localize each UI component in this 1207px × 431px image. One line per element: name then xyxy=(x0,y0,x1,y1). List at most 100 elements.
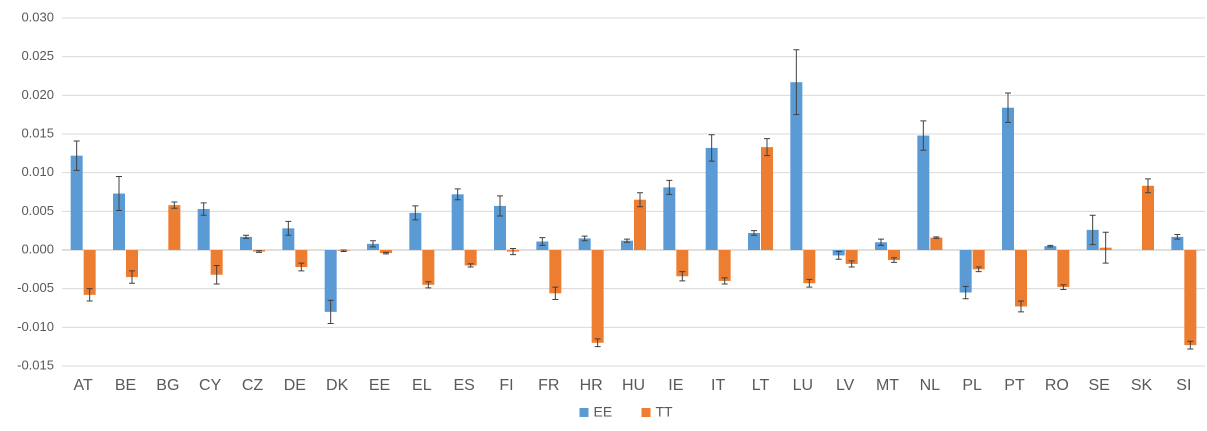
x-tick-label: HR xyxy=(580,377,603,394)
bar xyxy=(705,147,718,250)
x-tick-label: BE xyxy=(115,377,136,394)
x-tick-label: LV xyxy=(836,377,855,394)
error-bar xyxy=(721,277,728,285)
error-bar xyxy=(73,140,80,171)
error-bar xyxy=(1047,244,1054,248)
x-tick-label: DK xyxy=(326,377,349,394)
error-bar xyxy=(298,262,305,272)
error-bar xyxy=(213,264,220,285)
error-bar xyxy=(510,247,516,256)
bar xyxy=(197,209,210,250)
bar xyxy=(83,250,96,295)
x-tick-label: CZ xyxy=(242,377,264,394)
x-tick-label: BG xyxy=(156,377,179,394)
error-bar xyxy=(962,285,969,300)
bar xyxy=(663,187,676,250)
bar xyxy=(464,250,477,266)
bar xyxy=(888,250,900,261)
bar xyxy=(1142,185,1154,250)
x-tick-label: ES xyxy=(453,377,474,394)
legend-label: EE xyxy=(594,404,613,420)
bar xyxy=(1002,107,1014,250)
bar xyxy=(324,250,337,312)
x-tick-label: PL xyxy=(962,377,982,394)
error-bar xyxy=(1174,234,1181,240)
error-bar xyxy=(594,338,601,348)
legend-swatch xyxy=(579,408,589,417)
x-tick-label: SI xyxy=(1176,377,1191,394)
error-bar xyxy=(370,240,376,248)
error-bar xyxy=(1145,178,1151,194)
bar xyxy=(240,236,252,250)
error-bar xyxy=(1102,231,1109,264)
error-bar xyxy=(200,202,207,216)
error-bar xyxy=(793,49,800,116)
x-tick-label: LU xyxy=(793,377,813,394)
y-tick-label: 0.015 xyxy=(21,125,54,140)
x-tick-label: PT xyxy=(1004,377,1025,394)
y-tick-label: 0.010 xyxy=(21,164,54,179)
error-bar xyxy=(1018,300,1024,313)
error-bar xyxy=(891,257,897,263)
error-bar xyxy=(764,138,770,157)
bar xyxy=(113,193,125,250)
error-bar xyxy=(285,220,292,236)
bar xyxy=(972,250,985,270)
error-bar xyxy=(708,134,715,162)
error-bar xyxy=(835,251,842,260)
bar xyxy=(380,250,392,254)
error-bar xyxy=(679,271,686,282)
bar xyxy=(578,238,591,250)
error-bar xyxy=(327,299,334,324)
bar xyxy=(1044,246,1057,250)
bar xyxy=(790,82,803,250)
error-bar xyxy=(497,195,503,217)
error-bar xyxy=(878,238,884,246)
x-tick-label: FI xyxy=(499,377,513,394)
error-bar xyxy=(806,278,813,288)
y-tick-label: -0.015 xyxy=(17,357,54,372)
x-tick-label: FR xyxy=(538,377,559,394)
bar xyxy=(930,237,943,250)
y-tick-label: -0.010 xyxy=(17,319,54,334)
bar xyxy=(1057,250,1070,288)
bar xyxy=(917,135,930,250)
x-tick-label: NL xyxy=(920,377,941,394)
y-tick-label: 0.025 xyxy=(21,48,54,63)
bar xyxy=(126,250,138,278)
bar xyxy=(634,199,646,250)
error-bar xyxy=(848,260,855,268)
bar xyxy=(621,240,633,250)
error-bar xyxy=(1060,284,1067,290)
x-tick-label: IE xyxy=(668,377,683,394)
bar xyxy=(1171,236,1184,250)
bar xyxy=(451,194,464,250)
error-bar xyxy=(340,249,347,253)
legend-label: TT xyxy=(656,404,674,420)
bar xyxy=(422,250,435,285)
x-tick-label: RO xyxy=(1045,377,1069,394)
error-bar xyxy=(1005,92,1011,123)
error-bar xyxy=(1187,340,1194,350)
y-tick-label: -0.005 xyxy=(17,280,54,295)
x-tick-label: AT xyxy=(74,377,93,394)
error-bar xyxy=(243,234,249,239)
error-bar xyxy=(751,230,757,236)
x-tick-label: EL xyxy=(412,377,432,394)
bar xyxy=(718,250,731,281)
x-tick-label: CY xyxy=(199,377,222,394)
error-bar xyxy=(467,263,474,268)
error-bar xyxy=(1089,214,1096,246)
error-bar xyxy=(552,286,559,300)
bar xyxy=(676,250,689,277)
bar xyxy=(409,212,422,250)
error-bar xyxy=(256,250,262,253)
x-tick-label: SE xyxy=(1088,377,1109,394)
bar xyxy=(549,250,562,294)
x-tick-label: MT xyxy=(876,377,899,394)
error-bar xyxy=(637,192,643,208)
bar xyxy=(494,205,506,250)
bar xyxy=(168,205,181,250)
error-bar xyxy=(86,288,93,302)
